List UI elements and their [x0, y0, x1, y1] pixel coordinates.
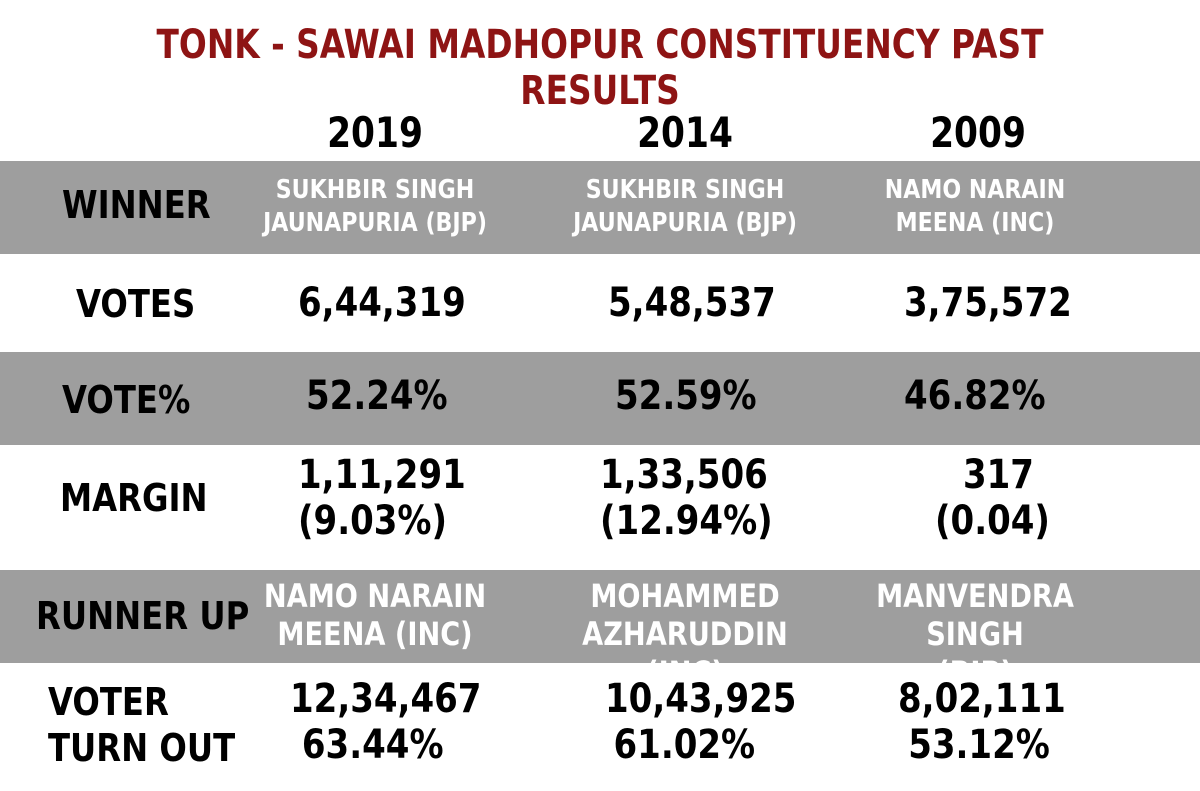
margin-2019: 1,11,291 (9.03%) [298, 452, 466, 544]
turnout-2019: 12,34,467 63.44% [290, 676, 482, 768]
vote-pct-2014: 52.59% [615, 373, 757, 419]
runner-up-2014: MOHAMMED AZHARUDDIN (INC) [582, 577, 788, 692]
turnout-label: VOTER TURN OUT [48, 680, 236, 770]
margin-2009: 317 (0.04) [935, 452, 1050, 544]
winner-2019: SUKHBIR SINGH JAUNAPURIA (BJP) [263, 175, 487, 238]
vote-pct-row-band [0, 352, 1200, 445]
votes-label: VOTES [76, 282, 196, 326]
runner-up-label: RUNNER UP [36, 594, 250, 638]
vote-pct-2009: 46.82% [904, 373, 1046, 419]
turnout-2014: 10,43,925 61.02% [605, 676, 797, 768]
winner-row-band [0, 161, 1200, 254]
page-title: TONK - SAWAI MADHOPUR CONSTITUENCY PAST … [156, 22, 1044, 114]
votes-2009: 3,75,572 [904, 280, 1072, 326]
margin-2014: 1,33,506 (12.94%) [600, 452, 773, 544]
vote-pct-label: VOTE% [62, 378, 191, 422]
runner-up-2019: NAMO NARAIN MEENA (INC) [263, 577, 487, 654]
vote-pct-2019: 52.24% [306, 373, 448, 419]
votes-2019: 6,44,319 [298, 280, 466, 326]
votes-2014: 5,48,537 [608, 280, 776, 326]
winner-2009: NAMO NARAIN MEENA (INC) [884, 175, 1066, 238]
year-2009: 2009 [930, 108, 1026, 157]
turnout-2009: 8,02,111 53.12% [898, 676, 1066, 768]
runner-up-row-band [0, 570, 1200, 663]
margin-label: MARGIN [60, 476, 208, 520]
winner-2014: SUKHBIR SINGH JAUNAPURIA (BJP) [573, 175, 797, 238]
runner-up-2009: MANVENDRA SINGH (BJP) [876, 577, 1074, 692]
year-2019: 2019 [327, 108, 423, 157]
year-2014: 2014 [637, 108, 733, 157]
winner-label: WINNER [62, 183, 211, 227]
